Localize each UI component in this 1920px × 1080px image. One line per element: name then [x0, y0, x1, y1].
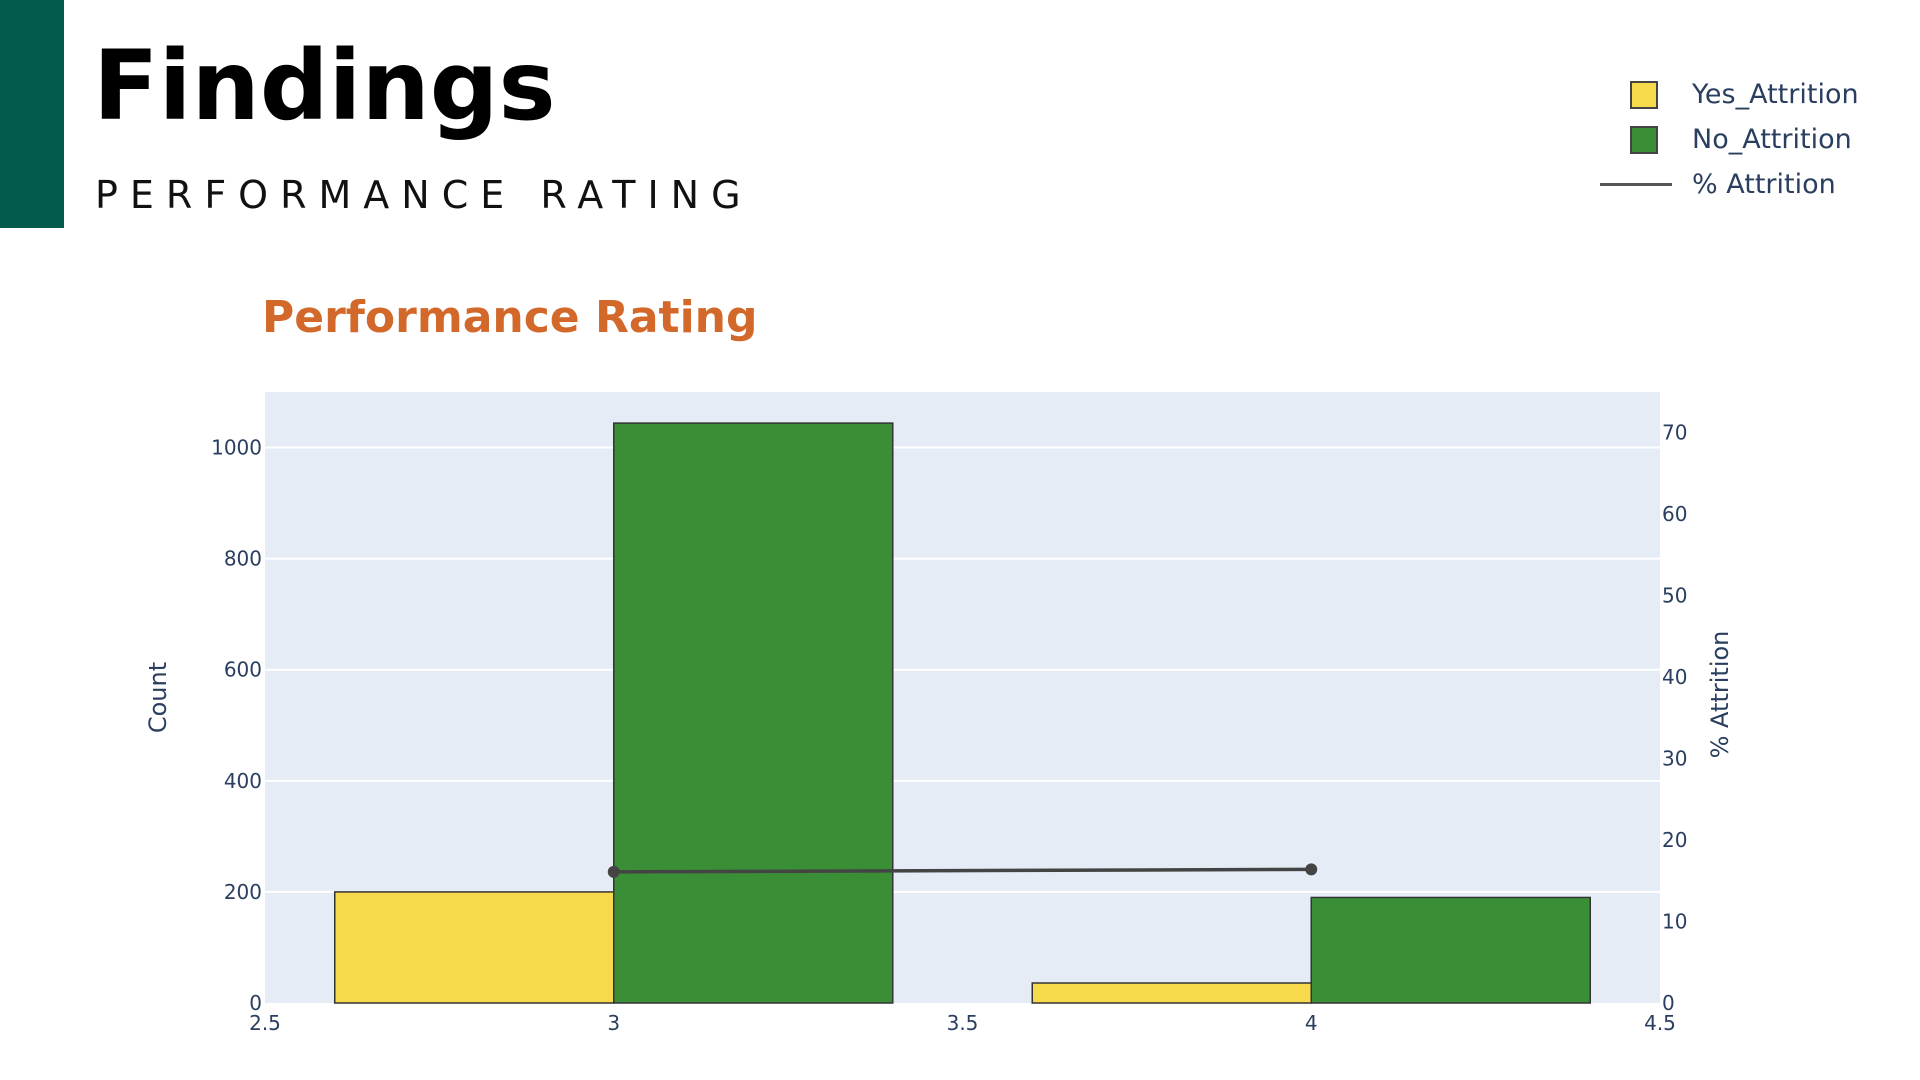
y-tick-label: 0: [249, 991, 262, 1015]
line-pct-attrition: [613, 867, 1312, 874]
point-pct-attrition: [607, 865, 620, 878]
y-axis-title: Count: [144, 662, 172, 733]
y-tick-label: 1000: [211, 436, 262, 460]
legend-label: % Attrition: [1692, 169, 1836, 200]
accent-bar: [0, 0, 64, 228]
x-tick-label: 4.5: [1644, 1011, 1676, 1035]
x-tick-label: 3.5: [947, 1011, 979, 1035]
y2-tick-label: 50: [1662, 584, 1687, 608]
bar-no-attrition: [1310, 896, 1591, 1004]
slide-subtitle: PERFORMANCE RATING: [95, 173, 753, 217]
legend-line-pct-attrition: [1600, 183, 1672, 186]
y2-tick-label: 60: [1662, 502, 1687, 526]
y2-tick-label: 20: [1662, 828, 1687, 852]
y2-tick-label: 70: [1662, 421, 1687, 445]
y2-tick-label: 10: [1662, 910, 1687, 934]
y2-axis-title: % Attrition: [1706, 631, 1734, 759]
slide-title: Findings: [93, 30, 556, 142]
legend-swatch-yes-attrition: [1630, 80, 1658, 109]
x-tick-label: 3: [607, 1011, 620, 1035]
y-tick-label: 800: [224, 547, 262, 571]
y2-tick-label: 0: [1662, 991, 1675, 1015]
bar-yes-attrition: [1031, 982, 1312, 1004]
chart-title: Performance Rating: [262, 292, 758, 343]
legend-label: No_Attrition: [1692, 124, 1852, 155]
y-tick-label: 200: [224, 880, 262, 904]
y-tick-label: 400: [224, 769, 262, 793]
legend-swatch-no-attrition: [1630, 125, 1658, 154]
y-tick-label: 600: [224, 658, 262, 682]
point-pct-attrition: [1305, 863, 1318, 876]
x-tick-label: 4: [1305, 1011, 1318, 1035]
bar-yes-attrition: [334, 891, 615, 1004]
x-tick-label: 2.5: [249, 1011, 281, 1035]
y2-tick-label: 40: [1662, 665, 1687, 689]
y2-tick-label: 30: [1662, 747, 1687, 771]
bar-no-attrition: [613, 422, 894, 1004]
legend-label: Yes_Attrition: [1692, 79, 1859, 110]
